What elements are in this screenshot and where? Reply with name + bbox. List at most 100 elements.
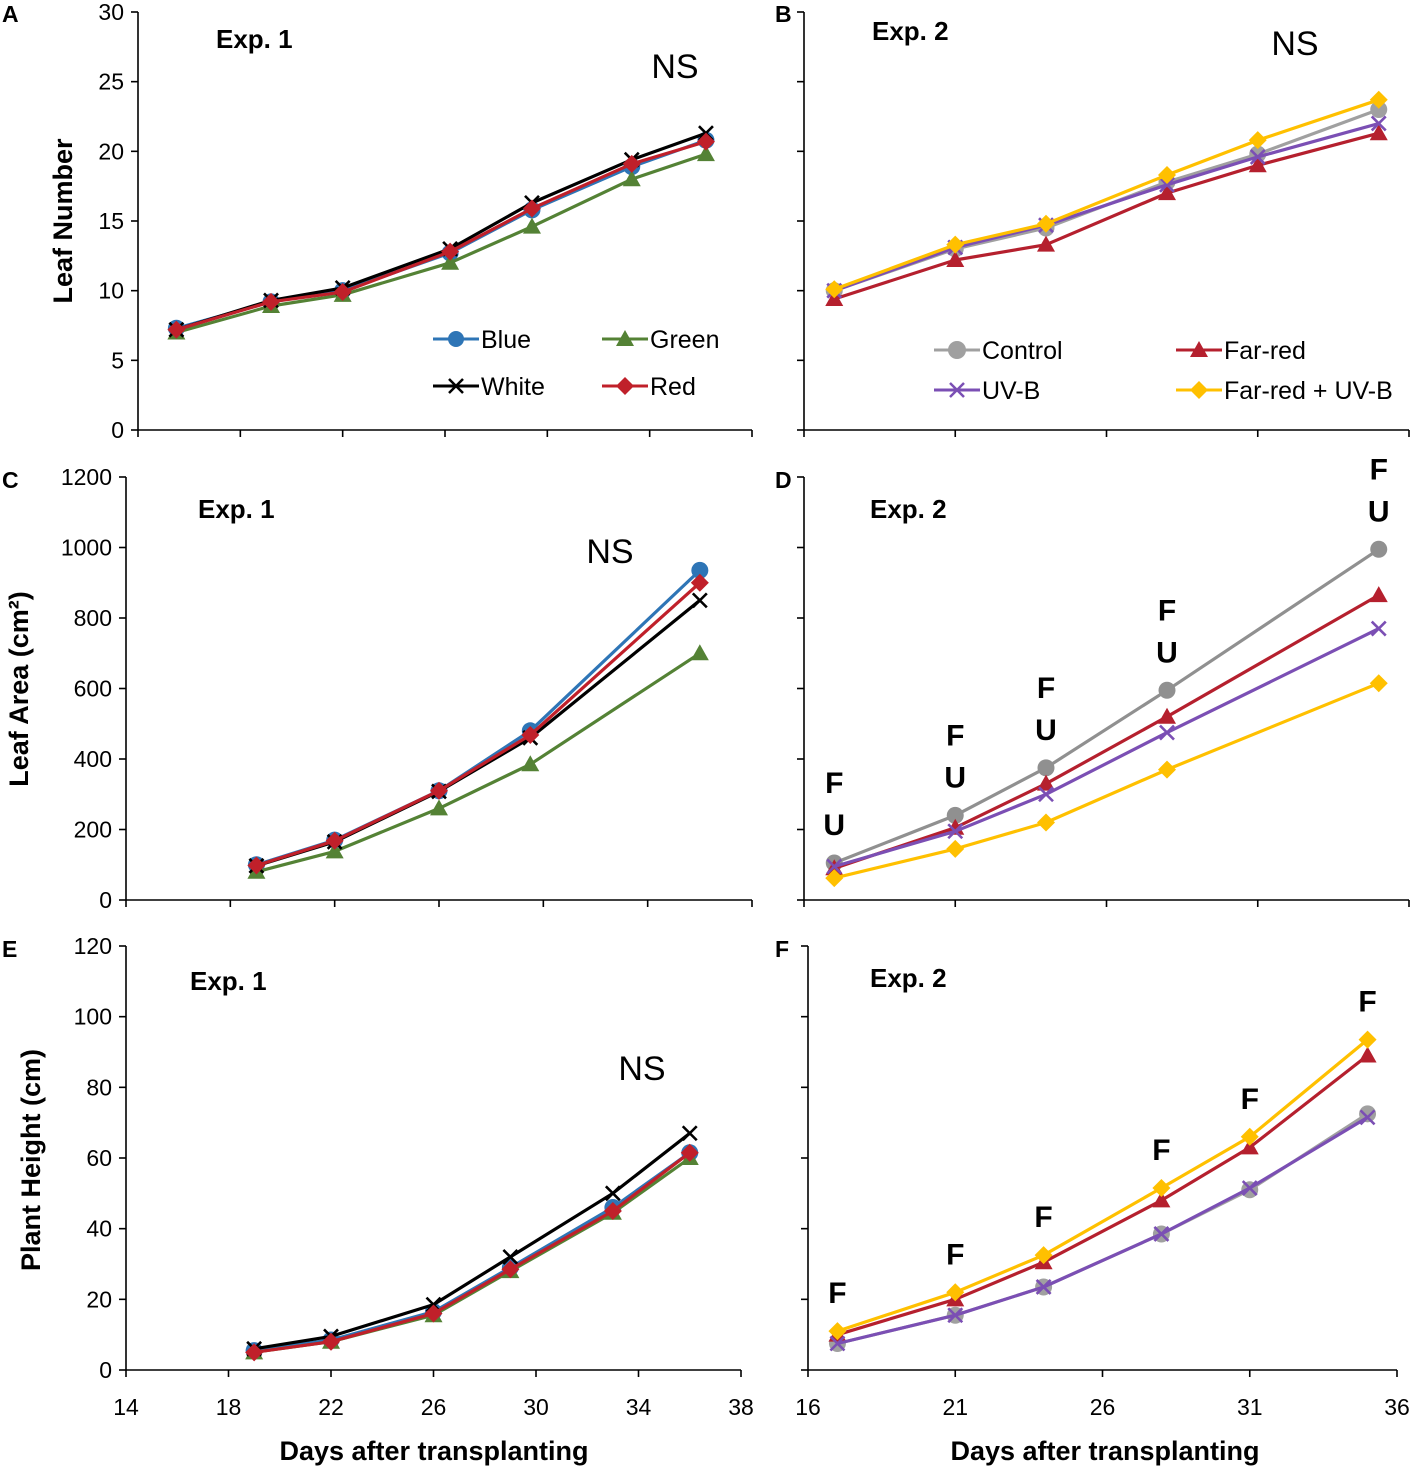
- data-point-d-far-red-uv-b: [1369, 674, 1388, 693]
- y-axis-title-a: Leaf Number: [48, 138, 78, 304]
- series-line-e-white: [253, 1132, 691, 1351]
- data-point-b-uv-b: [1249, 148, 1266, 165]
- legend-exp1: Blue Green White Red: [433, 326, 719, 401]
- data-point-a-red: [262, 292, 281, 311]
- data-point-f-far-red-uv-b: [1034, 1246, 1053, 1265]
- y-tick-label-e: 100: [74, 1004, 112, 1030]
- series-line-f-control: [837, 1112, 1369, 1346]
- significance-label-f: F: [828, 1277, 846, 1310]
- y-axis-title-c: Leaf Area (cm²): [4, 591, 34, 787]
- ns-label-b: NS: [1271, 25, 1318, 63]
- legend-label-far-red-uv-b: Far-red + UV-B: [1224, 377, 1393, 405]
- data-point-d-uv-b: [1038, 786, 1054, 803]
- panel-letter-a: A: [2, 1, 19, 27]
- data-point-a-green: [622, 170, 641, 187]
- legend-label-white: White: [481, 373, 545, 401]
- ns-label-c: NS: [586, 533, 633, 571]
- y-axis-title-e: Plant Height (cm): [16, 1049, 46, 1271]
- y-tick-label-c: 1000: [61, 535, 112, 561]
- x-axis-title-e: Days after transplanting: [279, 1436, 588, 1466]
- y-tick-label-e: 20: [86, 1286, 112, 1312]
- x-axis-title-f: Days after transplanting: [950, 1436, 1259, 1466]
- significance-label-d: F: [1370, 453, 1388, 486]
- data-point-f-far-red: [1358, 1046, 1377, 1063]
- data-point-a-red: [333, 283, 352, 302]
- data-point-f-uv-b: [829, 1335, 846, 1352]
- series-line-c-white: [255, 599, 701, 868]
- legend-label-green: Green: [650, 326, 719, 354]
- data-point-b-uv-b: [1370, 115, 1387, 132]
- y-tick-label-a: 25: [98, 69, 124, 95]
- x-tick-label-f: 31: [1237, 1394, 1263, 1420]
- data-point-a-green: [696, 145, 715, 162]
- data-point-d-uv-b: [1159, 724, 1175, 741]
- data-point-f-far-red: [1152, 1191, 1171, 1208]
- data-point-b-far-red: [1369, 124, 1388, 141]
- legend-label-far-red: Far-red: [1224, 337, 1306, 365]
- series-line-d-far-red-uv-b: [833, 681, 1380, 880]
- y-tick-label-a: 20: [98, 138, 124, 164]
- series-line-c-blue: [255, 569, 701, 867]
- experiment-label-b: Exp. 2: [872, 16, 949, 46]
- data-point-c-blue: [691, 561, 709, 579]
- legend-marker-far-red-uv-b: [1190, 381, 1208, 399]
- data-point-f-uv-b: [1241, 1180, 1258, 1196]
- ns-label-e: NS: [618, 1050, 665, 1088]
- y-tick-label-a: 0: [111, 417, 124, 443]
- data-point-d-far-red: [1037, 774, 1055, 791]
- data-point-d-far-red-uv-b: [825, 869, 844, 888]
- data-point-f-far-red-uv-b: [1358, 1030, 1377, 1049]
- y-tick-label-c: 400: [74, 746, 112, 772]
- panel-letter-d: D: [775, 467, 792, 493]
- data-point-c-green: [430, 799, 448, 816]
- y-tick-label-c: 800: [74, 605, 112, 631]
- data-point-e-white: [604, 1185, 621, 1202]
- series-line-b-far-red: [833, 131, 1380, 301]
- data-point-b-uv-b: [1159, 176, 1175, 193]
- data-point-c-green: [521, 755, 540, 772]
- data-point-b-far-red-uv-b: [1248, 131, 1267, 150]
- series-line-f-far-red: [837, 1054, 1369, 1337]
- experiment-label-d: Exp. 2: [870, 494, 947, 524]
- legend-label-red: Red: [650, 373, 696, 401]
- significance-label-d: F: [1158, 594, 1176, 627]
- y-tick-label-e: 120: [74, 933, 112, 959]
- legend-marker-green: [616, 330, 634, 346]
- data-point-a-red: [522, 199, 541, 218]
- panel-letter-f: F: [775, 936, 789, 962]
- data-point-d-uv-b: [1370, 620, 1387, 637]
- data-point-c-green: [325, 842, 344, 859]
- significance-label-f: F: [946, 1238, 964, 1271]
- data-point-d-uv-b: [826, 858, 843, 875]
- y-tick-label-c: 0: [99, 887, 112, 913]
- data-point-a-red: [696, 132, 715, 151]
- data-point-b-far-red-uv-b: [1037, 214, 1055, 233]
- data-point-b-far-red-uv-b: [825, 280, 844, 299]
- series-line-b-uv-b: [833, 121, 1380, 293]
- series-line-c-green: [255, 651, 701, 874]
- y-tick-label-e: 0: [99, 1357, 112, 1383]
- data-point-c-red: [521, 726, 540, 745]
- significance-label-d: U: [1368, 495, 1390, 528]
- panel-c: 0 200 400 600 800 1000 1200 Exp. 1 NS: [61, 464, 753, 913]
- data-point-e-red: [680, 1143, 699, 1162]
- data-point-d-far-red-uv-b: [1037, 813, 1055, 832]
- x-tick-label-e: 30: [523, 1394, 549, 1420]
- panel-b: Exp. 2 NS: [797, 11, 1410, 437]
- x-tick-label-e: 34: [626, 1394, 652, 1420]
- data-point-f-far-red-uv-b: [828, 1322, 847, 1341]
- series-line-d-control: [833, 547, 1380, 865]
- data-point-e-red: [501, 1260, 520, 1279]
- legend-label-control: Control: [982, 337, 1063, 365]
- data-point-e-red: [322, 1332, 340, 1351]
- data-point-b-far-red-uv-b: [1369, 90, 1388, 109]
- x-tick-label-e: 26: [421, 1394, 447, 1420]
- legend-marker-far-red: [1190, 341, 1208, 357]
- y-tick-label-c: 1200: [61, 464, 112, 490]
- data-point-c-green: [690, 644, 709, 661]
- panel-letter-b: B: [775, 1, 792, 27]
- data-point-f-far-red: [1240, 1138, 1259, 1155]
- x-tick-label-f: 16: [795, 1394, 821, 1420]
- legend-marker-uv-b: [949, 382, 965, 398]
